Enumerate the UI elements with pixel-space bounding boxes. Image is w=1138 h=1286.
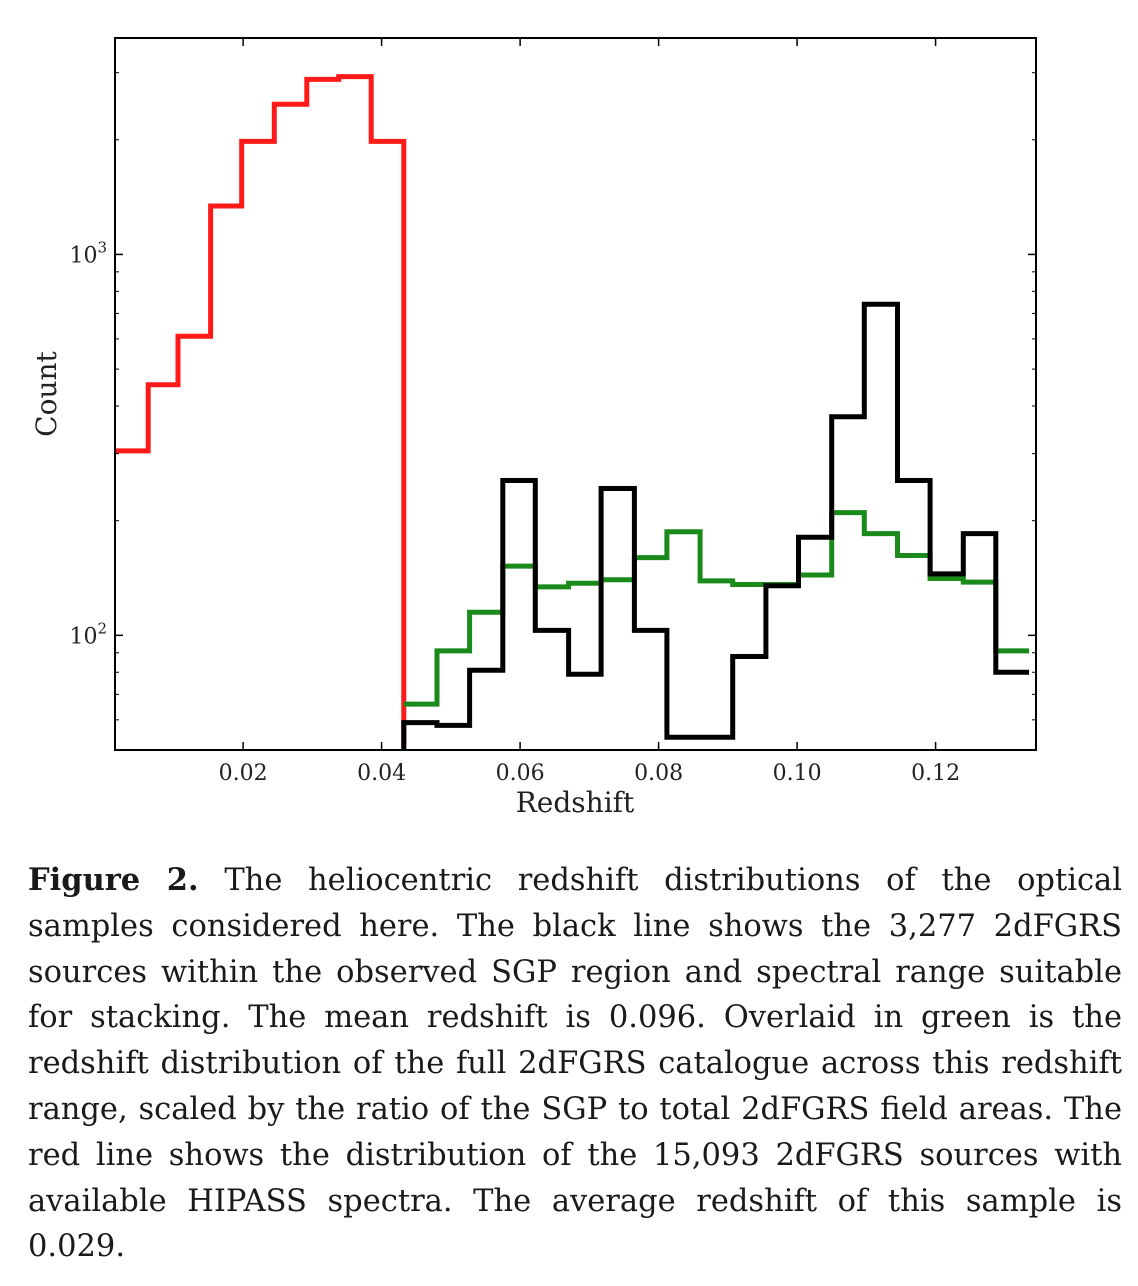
x-tick-label: 0.10 — [773, 761, 822, 786]
series-line-2 — [401, 301, 1030, 750]
figure-caption-text: The heliocentric redshift distributions … — [28, 863, 1122, 1265]
x-tick-label: 0.04 — [357, 761, 406, 786]
figure-caption: Figure 2. The heliocentric redshift dist… — [28, 858, 1122, 1270]
x-tick-label: 0.06 — [496, 761, 545, 786]
y-tick-label: 103 — [69, 238, 107, 268]
x-tick-label: 0.12 — [911, 761, 960, 786]
x-tick-label: 0.08 — [634, 761, 683, 786]
x-tick-label: 0.02 — [219, 761, 268, 786]
ticks-layer — [115, 38, 1036, 750]
figure-label: Figure 2. — [28, 862, 199, 898]
labels-layer: 0.02 0.04 0.06 0.08 0.10 0.12 102 103 — [69, 238, 960, 786]
x-axis-label: Redshift — [516, 786, 635, 819]
plot-frame — [114, 37, 1037, 751]
y-axis-label: Count — [30, 350, 63, 436]
series-layer — [115, 74, 1030, 750]
y-tick-label: 102 — [69, 619, 107, 649]
series-line-1 — [403, 510, 1030, 707]
series-line-0 — [115, 74, 407, 750]
